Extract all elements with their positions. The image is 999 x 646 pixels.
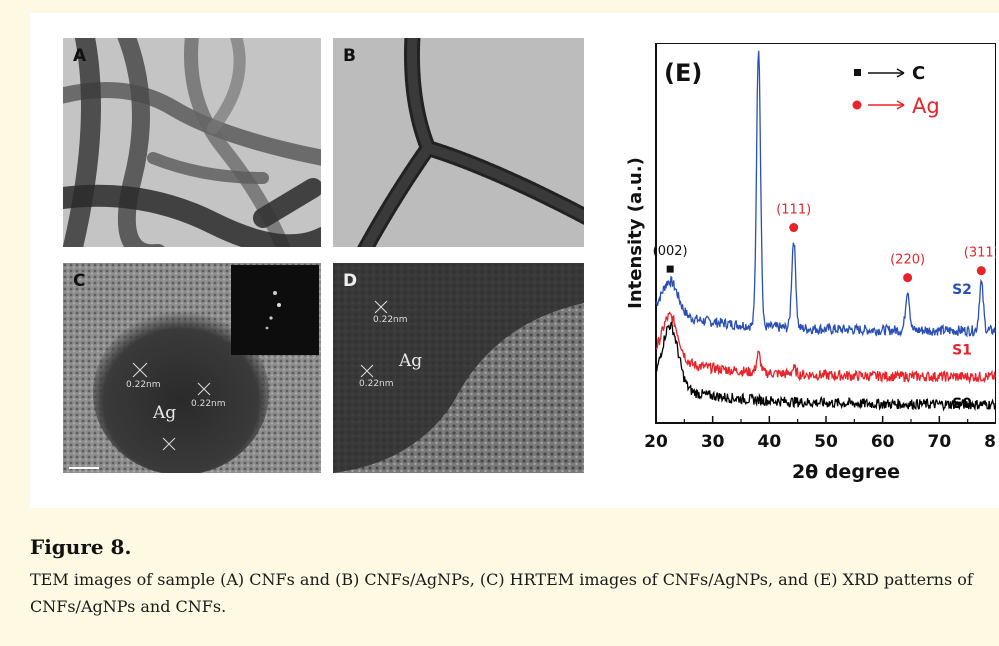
x-tick-label-70: 70: [927, 432, 951, 452]
x-tick-label-80: 80: [984, 432, 996, 452]
cnf-agnp-fiber-graphic: [333, 38, 584, 247]
legend: C Ag: [852, 63, 940, 118]
x-tick-label-50: 50: [814, 432, 838, 452]
legend-label-silver: Ag: [912, 94, 940, 118]
hrtem-lattice-graphic: [333, 263, 584, 473]
peak-label-0: (002): [653, 244, 688, 259]
lattice-spacing-d1: 0.22nm: [373, 315, 408, 325]
legend-marker-silver: [852, 100, 862, 110]
series-line-S2: [655, 50, 996, 338]
tick-layer: 20 30 40 50 60 70 80: [644, 416, 996, 452]
lattice-spacing-c2: 0.22nm: [191, 399, 226, 409]
panel-label-d: D: [343, 271, 358, 291]
peak-label-2: (111): [776, 203, 811, 218]
annotation-layer: (002)(200)(111)(220)(311): [653, 203, 996, 283]
peak-label-4: (311): [964, 246, 996, 261]
peak-marker-3: [903, 273, 913, 283]
y-axis-label: Intensity (a.u.): [625, 157, 646, 309]
figure-panel: A B: [30, 13, 999, 508]
series-label-S0: S0: [952, 396, 972, 412]
peak-marker-2: [789, 223, 799, 233]
x-tick-label-40: 40: [757, 432, 781, 452]
panel-label-e: (E): [664, 59, 702, 87]
x-tick-label-20: 20: [644, 432, 668, 452]
panel-label-b: B: [343, 46, 356, 66]
cnf-fibers-graphic: [63, 38, 321, 247]
panel-label-a: A: [73, 46, 87, 66]
legend-marker-carbon: [854, 69, 861, 76]
ag-label-c: Ag: [153, 403, 177, 423]
figure-title: Figure 8.: [30, 535, 132, 559]
peak-marker-0: [666, 265, 674, 273]
peak-label-3: (220): [890, 253, 925, 268]
panel-label-c: C: [73, 271, 86, 291]
peak-marker-4: [976, 266, 986, 276]
x-tick-label-60: 60: [871, 432, 895, 452]
series-layer: S2 S1 S0: [655, 50, 996, 412]
lattice-spacing-c1: 0.22nm: [126, 380, 161, 390]
series-label-S1: S1: [952, 343, 972, 359]
series-line-S1: [655, 311, 996, 385]
tem-image-c: C Ag 0.22nm 0.22nm: [63, 263, 321, 473]
lattice-spacing-d2: 0.22nm: [359, 379, 394, 389]
series-label-S2: S2: [952, 282, 972, 298]
tem-image-a: A: [63, 38, 321, 247]
hrtem-particle-graphic: [63, 263, 321, 473]
tem-image-d: D Ag 0.22nm 0.22nm: [333, 263, 584, 473]
x-tick-label-30: 30: [701, 432, 725, 452]
series-line-S0: [655, 320, 996, 412]
figure-caption: TEM images of sample (A) CNFs and (B) CN…: [30, 570, 973, 616]
tem-image-b: B: [333, 38, 584, 247]
legend-label-carbon: C: [912, 63, 925, 84]
ag-label-d: Ag: [399, 351, 423, 371]
x-axis-label: 2θ degree: [792, 461, 900, 483]
